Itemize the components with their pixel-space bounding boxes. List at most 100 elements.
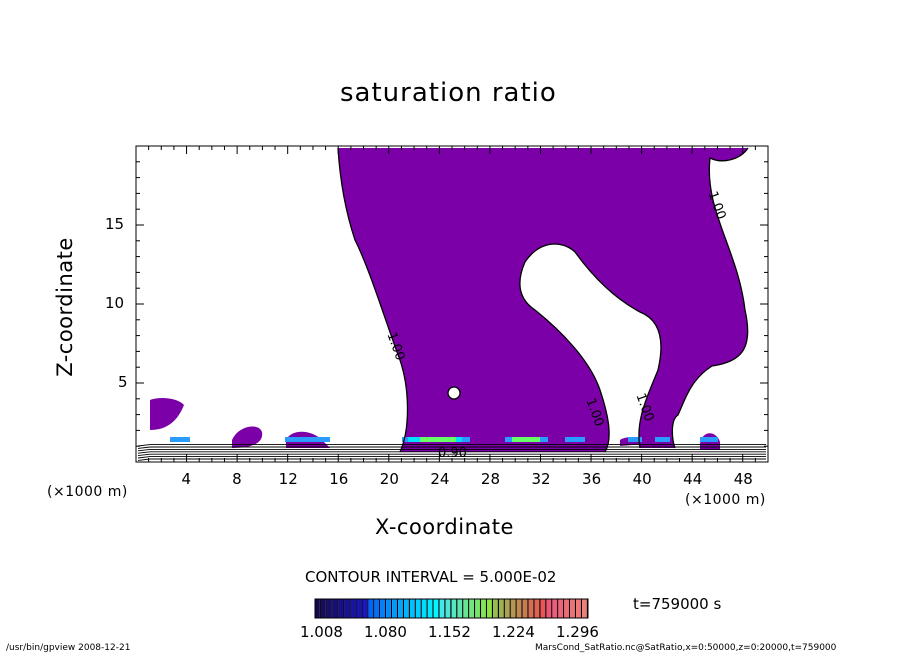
colorbar-divider (373, 599, 375, 618)
colorbar-label: 1.224 (492, 623, 535, 641)
axis-ticks (136, 146, 768, 462)
colorbar-swatch (487, 599, 492, 618)
colorbar-swatch (493, 599, 498, 618)
colorbar (314, 598, 589, 619)
contour-line (671, 147, 749, 449)
y-tick-label: 5 (118, 373, 128, 391)
fill-patch (150, 397, 184, 430)
colorbar-frame (314, 598, 589, 619)
colorbar-swatch (582, 599, 587, 618)
saturation-fill-region (150, 148, 748, 452)
colorbar-swatch (374, 599, 380, 618)
colorbar-swatch (398, 599, 403, 618)
colorbar-swatch (344, 599, 350, 618)
colorbar-swatch (392, 599, 397, 618)
colorbar-divider (349, 599, 351, 618)
x-tick-label: 12 (278, 470, 298, 488)
fill-band (700, 437, 718, 442)
contour-interval-text: CONTOUR INTERVAL = 5.000E-02 (305, 568, 557, 586)
colorbar-swatch (552, 599, 558, 618)
contour-line (137, 456, 766, 459)
contour-line (137, 448, 766, 452)
contour-line (447, 386, 461, 400)
x-tick-label: 40 (632, 470, 652, 488)
colorbar-divider (468, 599, 470, 618)
colorbar-swatch (498, 599, 504, 618)
x-tick-label: 36 (582, 470, 602, 488)
x-tick-label: 28 (480, 470, 500, 488)
colorbar-swatch (576, 599, 581, 618)
fill-band (628, 437, 642, 442)
colorbar-divider (379, 599, 381, 618)
colorbar-divider (420, 599, 422, 618)
colorbar-divider (462, 599, 464, 618)
contour-line (137, 458, 766, 461)
colorbar-divider (521, 599, 523, 618)
contour-line (137, 453, 766, 457)
fill-band (170, 437, 190, 442)
contour-line (337, 147, 409, 453)
colorbar-divider (367, 599, 369, 618)
colorbar-divider (408, 599, 410, 618)
colorbar-swatch (469, 599, 475, 618)
colorbar-swatch (510, 599, 516, 618)
colorbar-swatch (362, 599, 368, 618)
x-tick-label: 8 (232, 470, 242, 488)
colorbar-divider (355, 599, 357, 618)
colorbar-label: 1.152 (428, 623, 471, 641)
x-tick-label: 4 (181, 470, 192, 488)
fill-main-region (338, 148, 748, 452)
colorbar-swatch (356, 599, 362, 618)
colorbar-swatch (570, 599, 575, 618)
fill-patch (232, 426, 263, 448)
colorbar-divider (474, 599, 476, 618)
colorbar-divider (319, 599, 321, 618)
footer-right: MarsCond_SatRatio.nc@SatRatio,x=0:50000,… (535, 643, 837, 653)
x-unit-label-right: (×1000 m) (685, 492, 766, 508)
colorbar-divider (509, 599, 511, 618)
y-tick-label: 15 (105, 215, 125, 233)
contour-label: 0.90 (438, 446, 467, 462)
chart-title: saturation ratio (340, 78, 557, 108)
colorbar-swatch (368, 599, 374, 618)
fill-band (285, 437, 330, 442)
colorbar-divider (390, 599, 393, 618)
colorbar-swatch (332, 599, 338, 618)
colorbar-divider (402, 599, 405, 618)
x-tick-label: 20 (379, 470, 399, 488)
colorbar-swatch (421, 599, 427, 618)
contour-line (137, 444, 766, 447)
colorbar-divider (432, 599, 434, 618)
colorbar-divider (450, 599, 452, 618)
fill-band (420, 437, 456, 442)
colorbar-swatch (522, 599, 528, 618)
colorbar-swatch (558, 599, 564, 618)
colorbar-swatch (380, 599, 386, 618)
colorbar-swatch (564, 599, 569, 618)
colorbar-divider (515, 599, 517, 618)
x-unit-label-left: (×1000 m) (47, 484, 128, 500)
colorbar-label: 1.296 (556, 623, 599, 641)
x-axis-title: X-coordinate (375, 515, 514, 539)
fill-band (655, 437, 670, 442)
colorbar-swatch (528, 599, 534, 618)
colorbar-swatch (439, 599, 445, 618)
colorbar-swatch (433, 599, 439, 618)
colorbar-divider (479, 599, 482, 618)
x-tick-label: 24 (430, 470, 450, 488)
colorbar-divider (325, 599, 327, 618)
x-tick-label: 48 (733, 470, 753, 488)
colorbar-divider (343, 599, 345, 618)
colorbar-swatch (445, 599, 451, 618)
colorbar-swatch (546, 599, 552, 618)
fill-band (512, 437, 540, 442)
contour-line (137, 451, 766, 454)
colorbar-divider (539, 599, 541, 618)
colorbar-swatch (409, 599, 415, 618)
colorbar-divider (456, 599, 458, 618)
colorbar-divider (527, 599, 529, 618)
colorbar-divider (361, 599, 363, 618)
footer-left: /usr/bin/gpview 2008-12-21 (6, 643, 131, 653)
colorbar-swatch (457, 599, 463, 618)
